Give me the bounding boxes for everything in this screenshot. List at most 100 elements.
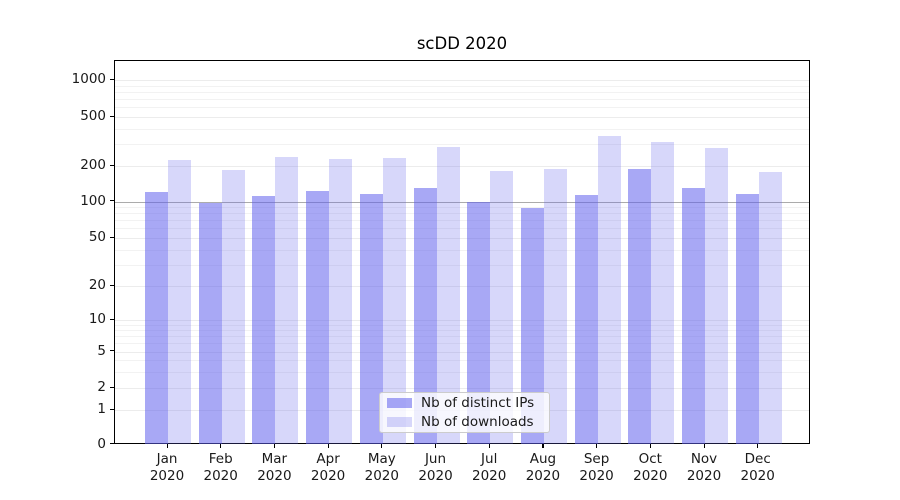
x-axis-tick — [166, 444, 168, 448]
x-tick-label: Oct 2020 — [618, 451, 682, 484]
minor-gridline — [115, 91, 809, 93]
y-tick-label: 10 — [88, 311, 106, 327]
x-tick-label: Apr 2020 — [296, 451, 360, 484]
x-tick-label: May 2020 — [350, 451, 414, 484]
x-tick-label: Jun 2020 — [404, 451, 468, 484]
minor-gridline — [115, 144, 809, 146]
bar-distinct-ips — [252, 196, 276, 444]
x-tick-year: 2020 — [686, 467, 722, 484]
x-tick-month: Jun — [424, 451, 447, 467]
y-axis-tick — [110, 284, 114, 286]
major-gridline — [115, 286, 809, 287]
bar-distinct-ips — [145, 192, 168, 444]
bar-downloads — [651, 141, 675, 444]
x-axis-tick — [703, 444, 705, 448]
x-axis-tick — [381, 444, 383, 448]
x-tick-month: Feb — [208, 451, 233, 467]
bar-downloads — [436, 146, 460, 444]
x-tick-month: Mar — [261, 451, 288, 467]
y-axis-tick — [110, 443, 114, 445]
x-axis-tick — [327, 444, 329, 448]
legend-item-downloads: Nb of downloads — [380, 414, 549, 430]
x-tick-month: Jan — [156, 451, 178, 467]
x-axis-tick — [220, 444, 222, 448]
y-tick-label: 50 — [88, 229, 106, 245]
y-tick-label: 20 — [88, 277, 106, 293]
minor-gridline — [115, 220, 809, 222]
x-tick-year: 2020 — [149, 467, 185, 484]
x-axis-tick — [488, 444, 490, 448]
x-axis-tick — [596, 444, 598, 448]
bar-distinct-ips — [574, 194, 598, 444]
x-tick-label: Aug 2020 — [511, 451, 575, 484]
x-tick-label: Feb 2020 — [189, 451, 253, 484]
reference-gridline-100 — [115, 201, 809, 203]
y-axis-tick — [110, 200, 114, 202]
x-tick-label: Jul 2020 — [457, 451, 521, 484]
y-axis-tick — [110, 78, 114, 80]
x-tick-label: Mar 2020 — [242, 451, 306, 484]
bar-downloads — [597, 136, 621, 444]
bar-distinct-ips — [467, 201, 491, 444]
x-tick-month: Aug — [529, 451, 557, 467]
y-axis-tick — [110, 386, 114, 388]
y-tick-label: 1 — [97, 401, 106, 417]
major-gridline — [115, 351, 809, 353]
x-tick-year: 2020 — [525, 467, 561, 484]
legend-item-distinct-ips: Nb of distinct IPs — [380, 395, 549, 411]
legend-label: Nb of downloads — [421, 413, 534, 430]
bar-downloads — [221, 170, 245, 444]
bar-distinct-ips — [359, 194, 383, 444]
bar-downloads — [705, 148, 728, 444]
x-tick-year: 2020 — [633, 467, 668, 484]
x-tick-month: Oct — [638, 451, 662, 467]
minor-gridline — [115, 213, 809, 215]
major-gridline — [115, 166, 809, 167]
x-tick-month: Sep — [583, 451, 610, 467]
bar-distinct-ips — [306, 191, 330, 444]
bar-distinct-ips — [198, 202, 222, 444]
bar-distinct-ips — [413, 187, 437, 444]
bar-distinct-ips — [628, 169, 652, 444]
major-gridline — [115, 388, 809, 389]
x-tick-year: 2020 — [310, 467, 346, 484]
minor-gridline — [115, 336, 809, 338]
major-gridline — [115, 117, 809, 118]
minor-gridline — [115, 330, 809, 332]
bar-downloads — [275, 157, 299, 444]
minor-gridline — [115, 360, 809, 362]
x-tick-year: 2020 — [418, 467, 453, 484]
bar-downloads — [490, 171, 514, 444]
x-tick-month: Dec — [744, 451, 771, 467]
y-axis-tick — [110, 236, 114, 238]
bar-distinct-ips — [520, 208, 544, 444]
minor-gridline — [115, 371, 809, 373]
minor-gridline — [115, 343, 809, 345]
x-tick-label: Dec 2020 — [726, 451, 790, 484]
plot-area — [114, 60, 810, 444]
x-axis-tick — [435, 444, 437, 448]
bar-downloads — [382, 158, 406, 444]
bar-downloads — [758, 172, 782, 444]
minor-gridline — [115, 107, 809, 109]
y-tick-label: 100 — [80, 192, 106, 209]
x-tick-label: Jan 2020 — [135, 451, 199, 484]
y-tick-label: 200 — [80, 157, 106, 173]
minor-gridline — [115, 128, 809, 130]
y-axis-tick — [110, 115, 114, 117]
x-axis-tick — [542, 444, 544, 448]
minor-gridline — [115, 99, 809, 101]
minor-gridline — [115, 207, 809, 209]
y-tick-label: 500 — [80, 108, 106, 124]
minor-gridline — [115, 249, 809, 251]
y-axis-tick — [110, 350, 114, 352]
x-tick-month: Nov — [690, 451, 718, 467]
x-tick-year: 2020 — [579, 467, 614, 484]
x-tick-year: 2020 — [472, 467, 507, 484]
y-tick-label: 5 — [97, 342, 106, 359]
x-tick-year: 2020 — [740, 467, 775, 484]
y-axis-tick — [110, 318, 114, 320]
minor-gridline — [115, 324, 809, 326]
bar-distinct-ips — [682, 187, 705, 444]
x-tick-month: Apr — [316, 451, 340, 467]
